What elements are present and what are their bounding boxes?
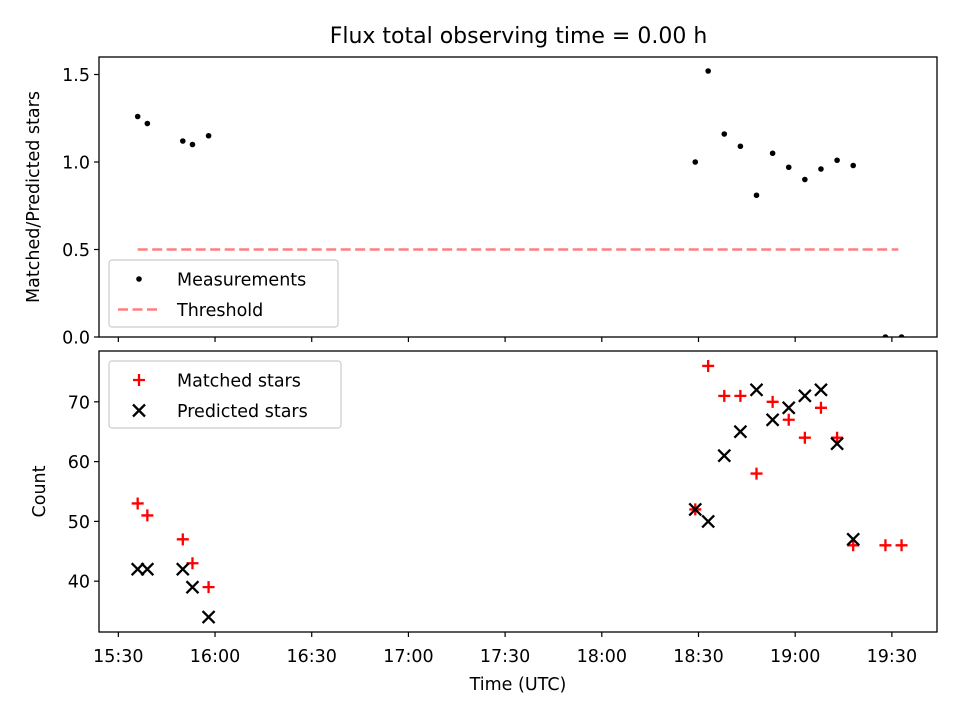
matched-stars-point [895,539,908,552]
y-tick-label: 1.5 [62,66,90,86]
matched-stars-point [847,539,860,552]
x-axis-label: Time (UTC) [469,675,567,695]
legend: Measurements Threshold [108,259,339,328]
plot-area [134,68,905,337]
predicted-stars-point [749,383,764,397]
y-tick-label: 0.0 [62,329,90,349]
x-tick-label: 16:00 [190,647,240,667]
measurements-point [180,138,186,144]
matched-stars-point [702,359,715,372]
legend: Matched stars Predicted stars [108,360,342,429]
measurements-point [834,157,840,164]
x-tick-label: 19:30 [867,647,917,667]
legend-marker [133,374,145,386]
y-tick-label: 40 [68,573,90,593]
legend-box [108,360,342,429]
predicted-stars-point [701,514,715,529]
x-tick-label: 17:00 [383,647,433,667]
y-axis-label: Matched/Predicted stars [24,91,44,303]
measurements-point [785,164,792,171]
x-tick-label: 18:30 [673,647,723,667]
legend-label: Threshold [176,301,263,321]
measurements-point [850,162,856,169]
matched-stars-point [766,395,779,408]
matched-stars-point [782,413,795,426]
measurements-point [692,159,699,165]
x-tick-label: 15:30 [93,647,143,667]
matched-stars-point [131,497,144,510]
predicted-stars-point [130,562,145,577]
axes-frame [98,350,938,633]
y-tick-label: 60 [68,453,90,473]
x-tick-label: 19:00 [770,647,820,667]
measurements-point [802,176,808,183]
y-tick-label: 0.5 [62,241,90,261]
matched-stars-point [814,401,827,414]
measurements-point [898,334,905,337]
ratio-panel: 0.0 0.5 1.0 1.5 Matched/Predicted stars Measu… [24,56,938,349]
y-tick-label: 70 [68,393,90,413]
predicted-stars-point [688,502,703,517]
measurements-point [721,131,728,137]
predicted-stars-point [140,562,155,577]
predicted-stars-point [175,562,190,577]
measurements-point [144,120,151,127]
matched-stars-point [831,431,844,444]
y-tick-label: 1.0 [62,154,90,174]
x-tick-label: 17:30 [480,647,530,667]
predicted-stars-point [830,436,844,451]
legend-label: Predicted stars [177,402,308,422]
x-tick-label: 16:30 [287,647,337,667]
measurements-point [189,141,196,148]
legend-marker [136,276,142,282]
predicted-stars-point [781,400,796,415]
matched-stars-point [176,533,189,546]
legend-box [108,259,339,328]
measurements-point [769,150,776,157]
predicted-stars-point [717,448,732,463]
x-tick-label: 18:00 [577,647,627,667]
legend-marker [132,403,146,418]
matched-stars-point [734,389,747,402]
measurements-point [705,68,711,74]
y-tick-label: 50 [68,513,90,533]
measurements-point [753,192,760,199]
predicted-stars-point [765,412,780,427]
matched-stars-point [750,467,763,480]
predicted-stars-point [201,610,216,624]
axes-frame [98,56,938,338]
plot-area [130,359,908,624]
matched-stars-point [141,509,154,522]
measurements-point [818,166,824,172]
matched-stars-point [202,581,215,594]
legend-label: Matched stars [177,372,301,392]
predicted-stars-point [814,383,828,397]
legend-label: Measurements [177,271,306,291]
measurements-point [737,143,744,150]
measurements-point [205,132,212,139]
measurements-point [882,334,889,337]
figure-title: Flux total observing time = 0.00 h [330,24,708,49]
matched-stars-point [798,431,811,444]
measurements-point [134,113,141,120]
predicted-stars-point [185,580,200,594]
matched-stars-point [718,389,731,402]
y-axis-label: Count [30,465,50,517]
predicted-stars-point [798,389,812,403]
matched-stars-point [879,539,892,552]
predicted-stars-point [846,532,861,547]
count-panel: 40 50 60 70 15:30 16:00 16:30 17:00 17:30 18:00 18… [30,350,938,695]
predicted-stars-point [733,424,748,439]
